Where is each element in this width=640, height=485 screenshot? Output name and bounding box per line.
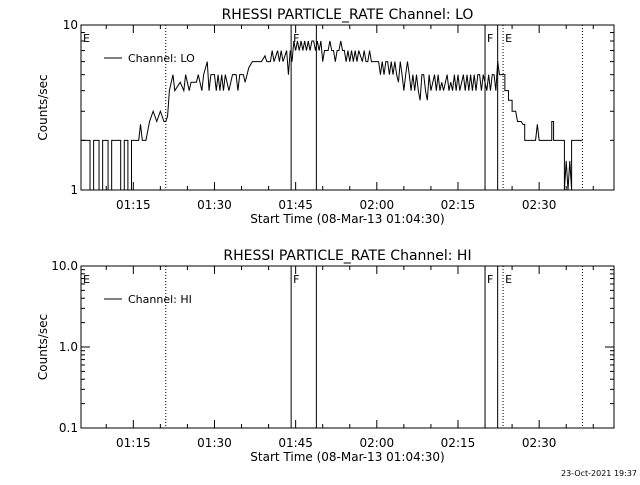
x-axis-label-hi: Start Time (08-Mar-13 01:04:30) <box>250 450 444 464</box>
marker-label: F <box>487 273 493 286</box>
y-axis-label-lo: Counts/sec <box>36 74 50 140</box>
marker-label: E <box>83 32 90 45</box>
marker-label: E <box>505 273 512 286</box>
chart-title-lo: RHESSI PARTICLE_RATE Channel: LO <box>222 7 474 23</box>
marker-label: F <box>487 32 493 45</box>
y-tick-label: 0.1 <box>59 421 78 435</box>
y-tick-label: 10 <box>63 18 78 32</box>
series-line-lo <box>81 40 583 191</box>
chart-title-hi: RHESSI PARTICLE_RATE Channel: HI <box>223 248 471 264</box>
x-tick-label: 01:45 <box>278 198 313 212</box>
y-tick-label: 1 <box>70 183 78 197</box>
x-tick-label: 02:00 <box>360 436 395 450</box>
legend-label-lo: Channel: LO <box>128 52 195 65</box>
chart-panel-lo: RHESSI PARTICLE_RATE Channel: LO Start Ti… <box>36 7 615 226</box>
x-tick-label: 01:30 <box>197 198 232 212</box>
x-tick-label: 02:00 <box>360 198 395 212</box>
y-tick-label: 10.0 <box>51 259 78 273</box>
footer-timestamp: 23-Oct-2021 19:37 <box>561 469 637 478</box>
x-tick-label: 02:15 <box>441 436 476 450</box>
y-tick-label: 1.0 <box>59 340 78 354</box>
x-tick-label: 01:15 <box>116 198 151 212</box>
x-tick-label: 01:15 <box>116 436 151 450</box>
chart-panel-hi: RHESSI PARTICLE_RATE Channel: HI Start Ti… <box>36 248 615 464</box>
x-tick-label: 02:30 <box>522 198 557 212</box>
marker-label: F <box>293 273 299 286</box>
x-tick-label: 01:45 <box>278 436 313 450</box>
legend-label-hi: Channel: HI <box>128 293 192 306</box>
marker-label: F <box>293 32 299 45</box>
plot-frame-lo <box>80 24 615 191</box>
x-tick-label: 01:30 <box>197 436 232 450</box>
marker-label: E <box>505 32 512 45</box>
y-axis-label-hi: Counts/sec <box>36 314 50 380</box>
x-axis-label-lo: Start Time (08-Mar-13 01:04:30) <box>250 212 444 226</box>
x-tick-label: 02:15 <box>441 198 476 212</box>
marker-label: E <box>83 273 90 286</box>
x-tick-label: 02:30 <box>522 436 557 450</box>
